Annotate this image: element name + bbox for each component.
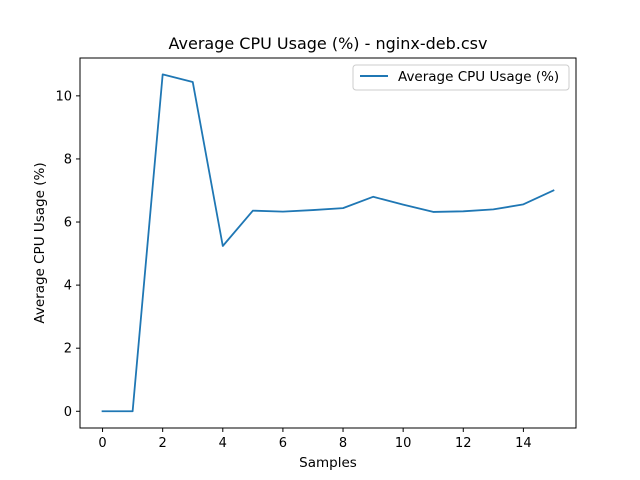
y-tick-label: 0 [64,405,72,420]
x-tick-label: 8 [339,436,347,451]
series-group [101,73,555,413]
x-tick-label: 14 [515,436,532,451]
legend-box [352,64,570,91]
plot-frame [79,57,577,429]
x-tick-label: 2 [159,436,167,451]
series-line [101,73,555,413]
x-tick-label: 6 [279,436,287,451]
y-tick-label: 2 [64,342,72,357]
y-tick-label: 6 [64,216,72,231]
chart-title: Average CPU Usage (%) - nginx-deb.csv [169,34,488,53]
y-axis-label: Average CPU Usage (%) [32,162,48,323]
legend-label: Average CPU Usage (%) [398,69,559,85]
legend: Average CPU Usage (%) [352,64,570,91]
axes: 0 2 4 6 8 10 12 14 0 2 4 6 8 10 [55,89,531,451]
x-tick-label: 4 [219,436,227,451]
x-tick-label: 10 [395,436,412,451]
y-tick-label: 10 [55,89,72,104]
y-tick-label: 8 [64,152,72,167]
x-tick-label: 12 [455,436,472,451]
x-tick-label: 0 [98,436,106,451]
y-tick-label: 4 [64,279,72,294]
x-axis-label: Samples [299,455,357,471]
